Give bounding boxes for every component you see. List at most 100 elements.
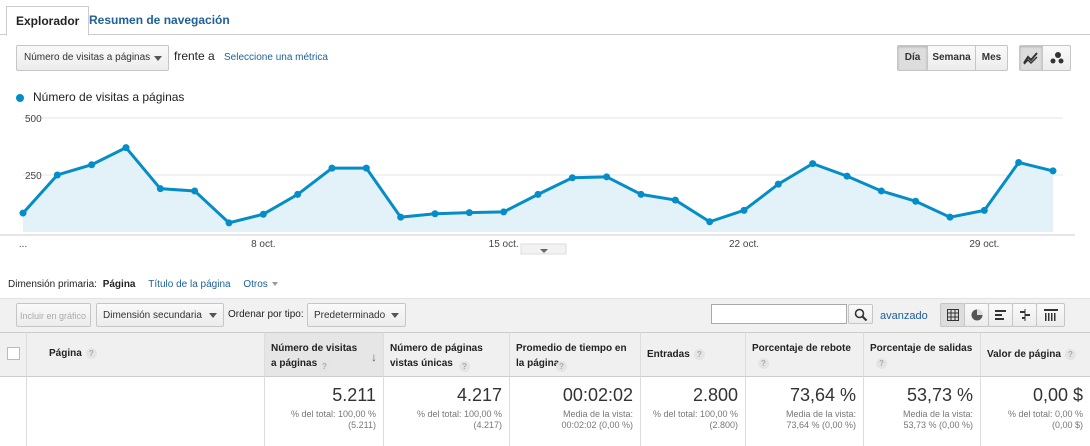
dimension-page[interactable]: Página — [102, 279, 136, 290]
help-icon[interactable]: ? — [459, 361, 470, 372]
sort-down-arrow-icon: ↓ — [371, 350, 377, 364]
total-page-value: 0,00 $ % del total: 0,00 % (0,00 $) — [981, 377, 1090, 446]
data-point — [740, 206, 748, 214]
total-absolute: 00:02:02 (0,00 %) — [561, 420, 633, 430]
total-absolute: (4.217) — [473, 420, 502, 430]
select-all-cell — [0, 332, 27, 377]
chevron-down-icon — [271, 282, 278, 287]
help-icon[interactable]: ? — [758, 358, 769, 369]
line-chart-toggle[interactable] — [1019, 45, 1043, 71]
table-search-input[interactable] — [711, 304, 847, 324]
motion-chart-toggle[interactable] — [1042, 45, 1071, 71]
dimension-page-title[interactable]: Título de la página — [148, 279, 231, 290]
data-point — [877, 187, 885, 195]
pie-view-button[interactable] — [964, 303, 989, 327]
include-in-chart-button[interactable]: Incluir en gráfico — [16, 303, 91, 327]
totals-page-cell — [27, 377, 265, 446]
metric-dropdown-label: Número de visitas a páginas — [24, 52, 151, 63]
help-icon[interactable]: ? — [319, 361, 330, 372]
help-icon[interactable]: ? — [85, 348, 97, 359]
x-tick-label: 15 oct. — [489, 239, 519, 250]
performance-view-button[interactable] — [988, 303, 1013, 327]
series-area — [23, 147, 1053, 232]
primary-dimension-label: Dimensión primaria: — [8, 279, 97, 290]
header-pageviews[interactable]: Número de visitas a páginas ? ↓ — [265, 332, 384, 377]
tab-explorer[interactable]: Explorador — [6, 6, 90, 36]
advanced-link[interactable]: avanzado — [880, 310, 928, 322]
granularity-week-button[interactable]: Semana — [927, 45, 976, 71]
dimension-others[interactable]: Otros — [243, 279, 268, 290]
header-entrances[interactable]: Entradas? — [641, 332, 746, 377]
total-value: 4.217 — [456, 385, 502, 405]
granularity-day-button[interactable]: Día — [897, 45, 928, 71]
chevron-down-icon — [209, 313, 217, 318]
bubble-chart-icon — [1050, 52, 1063, 64]
secondary-dimension-dropdown[interactable]: Dimensión secundaria — [96, 303, 224, 327]
tab-navigation-summary[interactable]: Resumen de navegación — [89, 13, 230, 27]
header-page-label: Página — [49, 348, 82, 360]
x-tick-label: 29 oct. — [969, 239, 999, 250]
data-point — [706, 218, 714, 226]
table-view-button[interactable] — [940, 303, 965, 327]
header-unique-pageviews[interactable]: Número de páginas vistas únicas ? — [384, 332, 510, 377]
search-button[interactable] — [848, 304, 873, 324]
header-bounce-rate[interactable]: Porcentaje de rebote ? — [746, 332, 864, 377]
total-value: 5.211 — [332, 385, 376, 405]
header-bounce-rate-label: Porcentaje de rebote — [752, 343, 851, 354]
help-icon[interactable]: ? — [1064, 349, 1076, 360]
total-entrances: 2.800 % del total: 100,00 % (2.800) — [641, 377, 746, 446]
grid-icon — [947, 309, 959, 321]
data-point — [122, 144, 130, 152]
total-share: Media de la vista: — [902, 409, 973, 419]
total-share: % del total: 100,00 % — [652, 409, 738, 419]
total-bounce-rate: 73,64 % Media de la vista: 73,64 % (0,00… — [746, 377, 864, 446]
pivot-view-button[interactable] — [1036, 303, 1065, 327]
header-exit-rate[interactable]: Porcentaje de salidas ? — [864, 332, 981, 377]
header-page-value[interactable]: Valor de página? — [981, 332, 1090, 377]
total-share: Media de la vista: — [785, 409, 856, 419]
comparison-view-button[interactable] — [1012, 303, 1037, 327]
total-pageviews: 5.211 % del total: 100,00 % (5.211) — [265, 377, 384, 446]
data-point — [362, 164, 370, 172]
header-page-value-label: Valor de página — [987, 349, 1061, 361]
header-entrances-label: Entradas — [647, 349, 690, 361]
help-icon[interactable]: ? — [693, 349, 705, 360]
bar-chart-icon — [995, 310, 1006, 320]
metric-dropdown[interactable]: Número de visitas a páginas — [16, 45, 169, 71]
data-point — [774, 180, 782, 188]
total-value: 73,64 % — [789, 385, 856, 405]
legend-series-label: Número de visitas a páginas — [33, 90, 185, 104]
data-point — [500, 208, 508, 216]
help-icon[interactable]: ? — [876, 358, 887, 369]
sort-type-value: Predeterminado — [314, 310, 386, 321]
select-metric-link[interactable]: Seleccione una métrica — [224, 52, 328, 63]
sort-type-dropdown[interactable]: Predeterminado — [307, 303, 406, 327]
header-page[interactable]: Página? — [27, 332, 265, 377]
data-point — [225, 219, 233, 227]
total-avg-time: 00:02:02 Media de la vista: 00:02:02 (0,… — [510, 377, 641, 446]
total-share: % del total: 100,00 % — [416, 409, 502, 419]
comparison-icon — [1020, 309, 1030, 321]
data-point — [671, 196, 679, 204]
chart-legend: Número de visitas a páginas — [16, 90, 184, 104]
total-value: 53,73 % — [906, 385, 973, 405]
y-tick-label: 250 — [25, 171, 42, 182]
total-share: Media de la vista: — [562, 409, 633, 419]
x-tick-label: ... — [19, 239, 27, 250]
data-point — [19, 209, 27, 217]
sort-type-label: Ordenar por tipo: — [228, 309, 304, 320]
header-avg-time[interactable]: Promedio de tiempo en la página ? — [510, 332, 641, 377]
select-all-checkbox[interactable] — [7, 347, 20, 360]
granularity-month-button[interactable]: Mes — [975, 45, 1008, 71]
data-point — [843, 172, 851, 180]
data-point — [1015, 158, 1023, 166]
total-absolute: 53,73 % (0,00 %) — [903, 420, 973, 430]
total-absolute: (5.211) — [348, 420, 376, 430]
data-point — [259, 210, 267, 218]
total-share: % del total: 0,00 % — [1007, 409, 1083, 419]
line-chart-icon — [1023, 52, 1038, 65]
header-pageviews-label: Número de visitas a páginas — [271, 343, 358, 369]
chevron-down-icon — [391, 313, 399, 318]
help-icon[interactable]: ? — [556, 361, 567, 372]
data-point — [946, 213, 954, 221]
